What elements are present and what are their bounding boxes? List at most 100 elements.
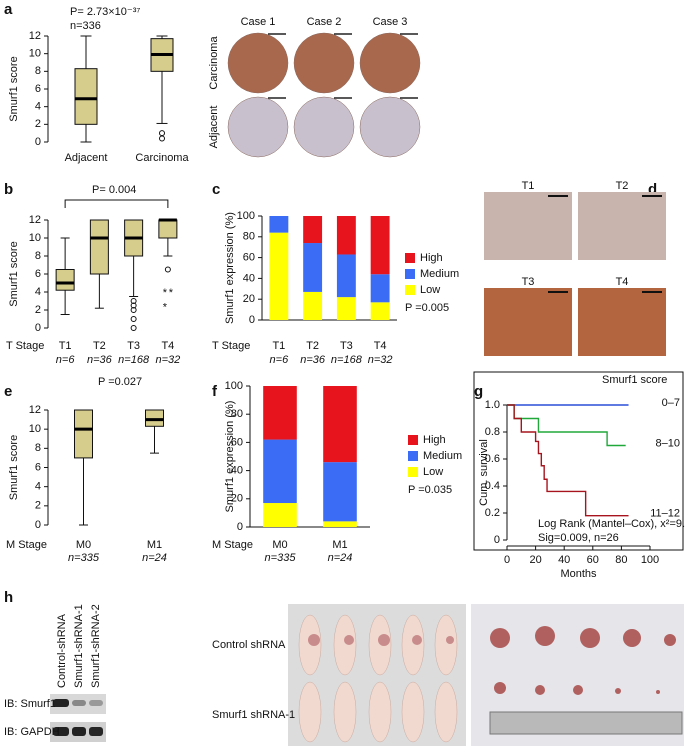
n-label: n=335 (68, 552, 100, 564)
x-tick-label: T4 (374, 340, 387, 352)
panel-letter: d (648, 181, 657, 198)
bar-segment (263, 503, 297, 527)
panel-letter: e (4, 383, 12, 400)
y-tick-label: 0 (249, 314, 255, 326)
y-tick-label: 6 (35, 461, 41, 473)
x-tick-label: T3 (340, 340, 353, 352)
bar-segment (303, 216, 323, 244)
legend-swatch (405, 269, 415, 279)
x-tick-label: M1 (332, 539, 347, 551)
column-label: Case 2 (307, 16, 342, 28)
y-tick-label: 10 (29, 423, 41, 435)
n-label: n=24 (142, 552, 167, 564)
bar-segment (303, 291, 323, 320)
panel-letter: a (4, 1, 13, 18)
row-label: Carcinoma (208, 36, 220, 90)
bar-segment (303, 243, 323, 292)
legend-swatch (405, 285, 415, 295)
y-axis-label: Smurf1 score (8, 435, 20, 500)
box (74, 68, 98, 125)
bar-segment (370, 216, 390, 275)
y-tick-label: 20 (231, 493, 243, 505)
y-tick-label: 0.2 (485, 507, 500, 519)
bar-segment (336, 254, 356, 298)
legend-label: High (420, 252, 443, 264)
tissue-core (227, 32, 289, 94)
legend-label: Low (420, 284, 440, 296)
y-axis-label: Cum. survival (478, 439, 490, 506)
western-blot (50, 694, 106, 742)
x-tick-label: T1 (59, 340, 72, 352)
y-axis-label: Smurf1 score (8, 56, 20, 121)
n-label: n=168 (331, 354, 363, 366)
bar-segment (370, 302, 390, 320)
y-tick-label: 80 (231, 408, 243, 420)
y-tick-label: 100 (237, 210, 255, 222)
extreme: * (169, 287, 174, 299)
x-tick-label: 100 (641, 554, 659, 566)
legend-swatch (408, 467, 418, 477)
annotation: Log Rank (Mantel–Cox), x²=9.4, (538, 518, 685, 530)
extreme: * (163, 287, 168, 299)
row-label: M Stage (6, 539, 47, 551)
y-tick-label: 4 (35, 286, 41, 298)
y-tick-label: 0 (35, 322, 41, 334)
x-tick-label: M0 (272, 539, 287, 551)
panel-letter: g (474, 383, 483, 400)
y-tick-label: 0.4 (485, 480, 500, 492)
y-tick-label: 0.6 (485, 453, 500, 465)
histology-image (484, 288, 572, 356)
panel-letter: f (212, 383, 218, 400)
bar-segment (269, 232, 289, 320)
y-tick-label: 0 (35, 519, 41, 531)
y-tick-label: 2 (35, 500, 41, 512)
survival-curve (507, 404, 629, 517)
x-tick-label: Carcinoma (135, 152, 189, 164)
lane-label: Control-shRNA (56, 613, 68, 688)
y-tick-label: 20 (243, 293, 255, 305)
x-tick-label: 40 (558, 554, 570, 566)
curve-label: 0–7 (662, 397, 680, 409)
legend-title: Smurf1 score (602, 374, 667, 386)
outlier (164, 266, 171, 273)
lane-label: Smurf1-shRNA-1 (73, 604, 85, 688)
bar-segment (336, 297, 356, 320)
y-tick-label: 60 (231, 436, 243, 448)
y-tick-label: 4 (35, 481, 41, 493)
annotation: n=336 (70, 20, 101, 32)
n-label: n=36 (300, 354, 326, 366)
x-tick-label: 80 (615, 554, 627, 566)
group-label: Control shRNA (212, 639, 286, 651)
y-tick-label: 2 (35, 304, 41, 316)
bar-segment (336, 216, 356, 255)
extreme: * (163, 302, 168, 314)
y-tick-label: 1.0 (485, 399, 500, 411)
panel-letter: h (4, 589, 13, 606)
y-tick-label: 8 (35, 250, 41, 262)
legend-label: Medium (423, 450, 462, 462)
box (158, 219, 178, 239)
survival-curve (507, 404, 626, 447)
tissue-core (227, 96, 289, 158)
x-tick-label: T3 (127, 340, 140, 352)
n-label: n=32 (368, 354, 393, 366)
histology-image (578, 288, 666, 356)
annotation: P =0.027 (98, 376, 142, 388)
bar-segment (269, 216, 289, 233)
curve-label: 11–12 (650, 508, 680, 520)
y-tick-label: 8 (35, 65, 41, 77)
bar-segment (323, 521, 357, 527)
annotation: P =0.005 (405, 302, 449, 314)
bar-segment (263, 439, 297, 504)
y-tick-label: 10 (29, 232, 41, 244)
bar-segment (323, 462, 357, 522)
legend-label: Medium (420, 268, 459, 280)
annotation: P= 2.73×10⁻³⁷ (70, 6, 140, 18)
n-label: n=6 (56, 354, 76, 366)
y-tick-label: 40 (231, 465, 243, 477)
image-label: T1 (522, 180, 535, 192)
legend-swatch (405, 253, 415, 263)
annotation: P =0.035 (408, 484, 452, 496)
legend-label: High (423, 434, 446, 446)
row-label: T Stage (6, 340, 44, 352)
